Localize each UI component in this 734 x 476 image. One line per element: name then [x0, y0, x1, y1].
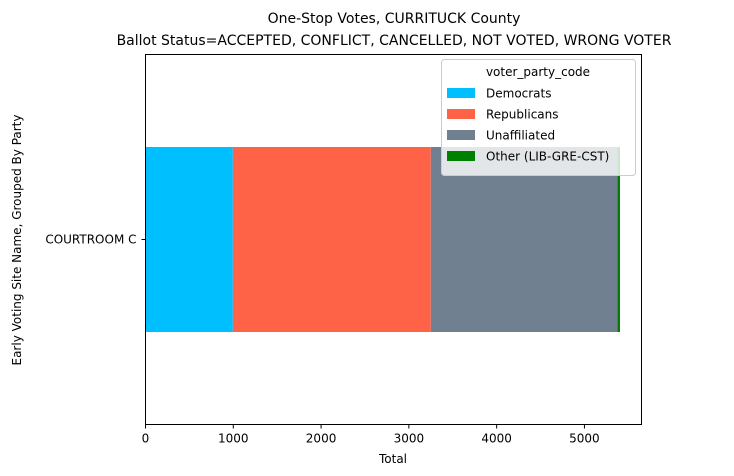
- legend-swatch: [447, 88, 475, 98]
- legend-swatch: [447, 130, 475, 140]
- y-axis-label: Early Voting Site Name, Grouped By Party: [10, 115, 24, 366]
- bar-democrats: [145, 147, 233, 332]
- legend-items: Democrats Republicans Unaffiliated Other (L…: [447, 87, 609, 164]
- legend-frame: [441, 59, 636, 176]
- bar-group: [145, 147, 620, 332]
- x-tick-label: 5000: [569, 432, 600, 446]
- bar-unaffiliated: [430, 147, 618, 332]
- legend-title: voter_party_code: [486, 65, 590, 79]
- x-tick-label: 3000: [394, 432, 425, 446]
- legend-label: Other (LIB-GRE-CST): [486, 150, 609, 164]
- y-tick-label: COURTROOM C: [45, 233, 136, 247]
- chart-title: One-Stop Votes, CURRITUCK County: [268, 11, 521, 27]
- legend-swatch: [447, 151, 475, 161]
- legend-label: Democrats: [486, 87, 552, 101]
- plot-frame: [145, 54, 642, 425]
- x-axis: 0 1000 2000 3000 4000 5000: [142, 424, 600, 446]
- x-tick-label: 2000: [306, 432, 337, 446]
- legend-label: Republicans: [486, 108, 559, 122]
- x-tick-label: 0: [142, 432, 150, 446]
- x-axis-label: Total: [378, 452, 407, 466]
- bar-republicans: [232, 147, 431, 332]
- legend-label: Unaffiliated: [486, 129, 555, 143]
- x-tick-label: 1000: [218, 432, 249, 446]
- legend: voter_party_code Democrats Republicans Una…: [441, 59, 636, 176]
- bar-other-lib-gre-cst: [617, 147, 620, 332]
- y-axis: COURTROOM C: [45, 233, 146, 247]
- x-tick-label: 4000: [481, 432, 512, 446]
- chart-subtitle: Ballot Status=ACCEPTED, CONFLICT, CANCEL…: [117, 33, 672, 49]
- legend-swatch: [447, 109, 475, 119]
